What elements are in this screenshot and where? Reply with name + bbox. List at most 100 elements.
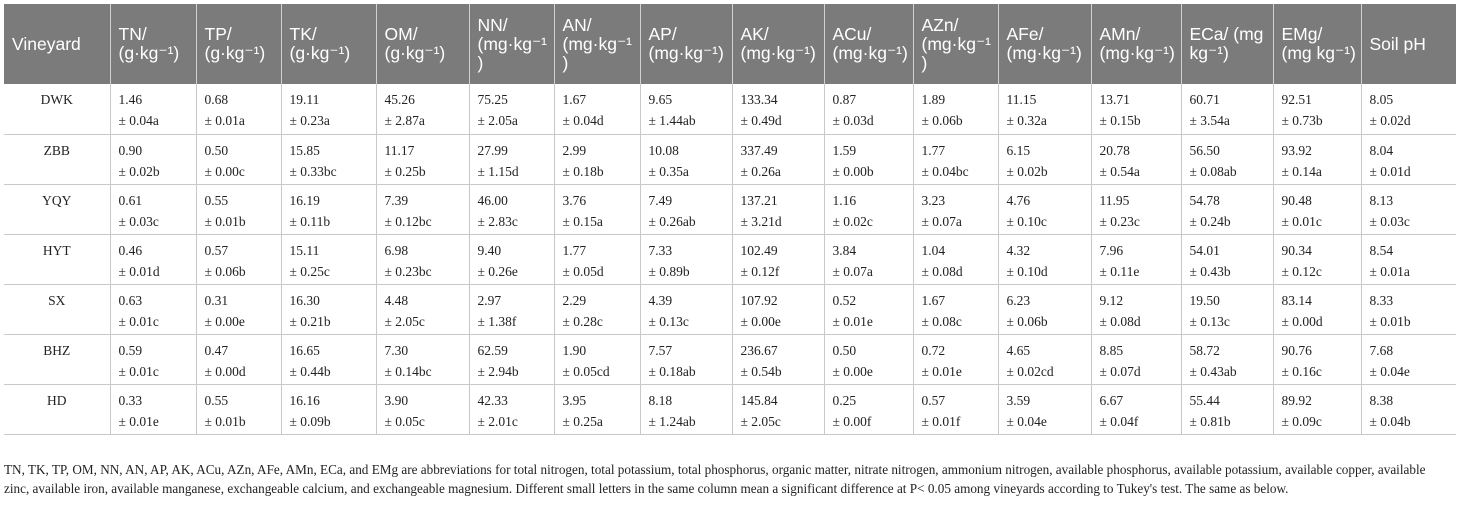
mean-value: 7.68: [1369, 342, 1394, 358]
error-value: ± 0.01e: [921, 363, 962, 379]
header-soil-ph: Soil pH: [1361, 4, 1456, 84]
mean-value: 3.23: [921, 192, 946, 208]
mean-value: 0.72: [921, 342, 946, 358]
mean-value: 0.59: [118, 342, 143, 358]
mean-value: 137.21: [740, 192, 778, 208]
error-value: ± 0.18b: [562, 163, 604, 179]
mean-value: 19.11: [289, 92, 320, 107]
error-value: ± 3.54a: [1189, 113, 1230, 128]
value-cell: 62.59 ± 2.94b: [469, 334, 555, 385]
value-cell: 1.89 ± 0.06b: [913, 84, 999, 135]
table-row: YQY 0.61 ± 0.03c 0.55 ± 0.01b 16.19 ± 0.11b 7.3…: [4, 184, 1456, 235]
error-value: ± 0.11e: [1099, 263, 1140, 279]
value-cell: 90.34 ± 0.12c: [1273, 234, 1362, 285]
mean-value: 4.48: [384, 292, 409, 308]
header-om: OM/ (g·kg⁻¹): [376, 4, 470, 84]
value-cell: 0.61 ± 0.03c: [110, 184, 197, 235]
value-cell: 9.12 ± 0.08d: [1091, 284, 1182, 335]
error-value: ± 0.00c: [204, 163, 245, 179]
mean-value: 6.67: [1099, 392, 1124, 408]
mean-value: 0.55: [204, 392, 229, 408]
value-cell: 0.33 ± 0.01e: [110, 384, 197, 435]
error-value: ± 0.01e: [118, 413, 159, 429]
value-cell: 7.39 ± 0.12bc: [376, 184, 470, 235]
mean-value: 90.76: [1281, 342, 1312, 358]
value-cell: 89.92 ± 0.09c: [1273, 384, 1362, 435]
mean-value: 46.00: [477, 192, 508, 208]
error-value: ± 0.14bc: [384, 363, 432, 379]
value-cell: 9.40 ± 0.26e: [469, 234, 555, 285]
error-value: ± 0.13c: [1189, 313, 1230, 329]
mean-value: 13.71: [1099, 92, 1130, 107]
mean-value: 83.14: [1281, 292, 1312, 308]
error-value: ± 0.26ab: [648, 213, 696, 229]
mean-value: 8.05: [1369, 92, 1394, 107]
soil-properties-table: Vineyard TN/ (g·kg⁻¹) TP/ (g·kg⁻¹) TK/ (…: [4, 4, 1456, 435]
mean-value: 1.90: [562, 342, 587, 358]
value-cell: 4.76 ± 0.10c: [998, 184, 1092, 235]
error-value: ± 0.00f: [832, 413, 872, 429]
header-afe: AFe/ (mg·kg⁻¹): [998, 4, 1092, 84]
value-cell: 56.50 ± 0.08ab: [1181, 134, 1274, 185]
error-value: ± 0.07a: [921, 213, 962, 229]
value-cell: 19.50 ± 0.13c: [1181, 284, 1274, 335]
value-cell: 2.29 ± 0.28c: [554, 284, 641, 335]
value-cell: 7.30 ± 0.14bc: [376, 334, 470, 385]
mean-value: 1.04: [921, 242, 946, 258]
error-value: ± 0.06b: [204, 263, 246, 279]
error-value: ± 0.00e: [204, 313, 245, 329]
error-value: ± 2.01c: [477, 413, 518, 429]
value-cell: 16.19 ± 0.11b: [281, 184, 377, 235]
value-cell: 45.26 ± 2.87a: [376, 84, 470, 135]
error-value: ± 0.06b: [921, 113, 963, 128]
header-row: Vineyard TN/ (g·kg⁻¹) TP/ (g·kg⁻¹) TK/ (…: [4, 4, 1456, 84]
error-value: ± 0.49d: [740, 113, 782, 128]
value-cell: 19.11 ± 0.23a: [281, 84, 377, 135]
error-value: ± 0.07a: [832, 263, 873, 279]
value-cell: 8.38 ± 0.04b: [1361, 384, 1456, 435]
error-value: ± 0.00e: [740, 313, 781, 329]
error-value: ± 0.04b: [1369, 413, 1411, 429]
value-cell: 11.17 ± 0.25b: [376, 134, 470, 185]
error-value: ± 0.05cd: [562, 363, 610, 379]
error-value: ± 0.08d: [921, 263, 963, 279]
value-cell: 15.11 ± 0.25c: [281, 234, 377, 285]
error-value: ± 0.00d: [1281, 313, 1323, 329]
error-value: ± 0.15a: [562, 213, 603, 229]
value-cell: 0.72 ± 0.01e: [913, 334, 999, 385]
mean-value: 1.89: [921, 92, 946, 107]
error-value: ± 0.12bc: [384, 213, 432, 229]
error-value: ± 0.00e: [832, 363, 873, 379]
value-cell: 54.01 ± 0.43b: [1181, 234, 1274, 285]
value-cell: 0.50 ± 0.00c: [196, 134, 282, 185]
vineyard-name-cell: BHZ: [4, 334, 111, 385]
header-acu: ACu/ (mg·kg⁻¹): [824, 4, 914, 84]
mean-value: 75.25: [477, 92, 508, 107]
error-value: ± 0.10c: [1006, 213, 1047, 229]
mean-value: 337.49: [740, 142, 778, 158]
mean-value: 4.76: [1006, 192, 1031, 208]
value-cell: 107.92 ± 0.00e: [732, 284, 825, 335]
mean-value: 16.30: [289, 292, 320, 308]
vineyard-name-cell: SX: [4, 284, 111, 335]
mean-value: 11.95: [1099, 192, 1130, 208]
mean-value: 1.16: [832, 192, 857, 208]
mean-value: 4.39: [648, 292, 673, 308]
header-tp: TP/ (g·kg⁻¹): [196, 4, 282, 84]
error-value: ± 0.04bc: [921, 163, 969, 179]
table-container: Vineyard TN/ (g·kg⁻¹) TP/ (g·kg⁻¹) TK/ (…: [4, 4, 1456, 435]
error-value: ± 0.01c: [118, 363, 159, 379]
header-ap: AP/ (mg·kg⁻¹): [640, 4, 733, 84]
value-cell: 83.14 ± 0.00d: [1273, 284, 1362, 335]
mean-value: 93.92: [1281, 142, 1312, 158]
mean-value: 45.26: [384, 92, 415, 107]
error-value: ± 0.25c: [289, 263, 330, 279]
vineyard-name-cell: DWK: [4, 84, 111, 135]
mean-value: 16.19: [289, 192, 320, 208]
error-value: ± 0.28c: [562, 313, 603, 329]
header-amn: AMn/ (mg·kg⁻¹): [1091, 4, 1182, 84]
value-cell: 0.59 ± 0.01c: [110, 334, 197, 385]
mean-value: 0.57: [921, 392, 946, 408]
value-cell: 7.33 ± 0.89b: [640, 234, 733, 285]
error-value: ± 0.03c: [1369, 213, 1410, 229]
